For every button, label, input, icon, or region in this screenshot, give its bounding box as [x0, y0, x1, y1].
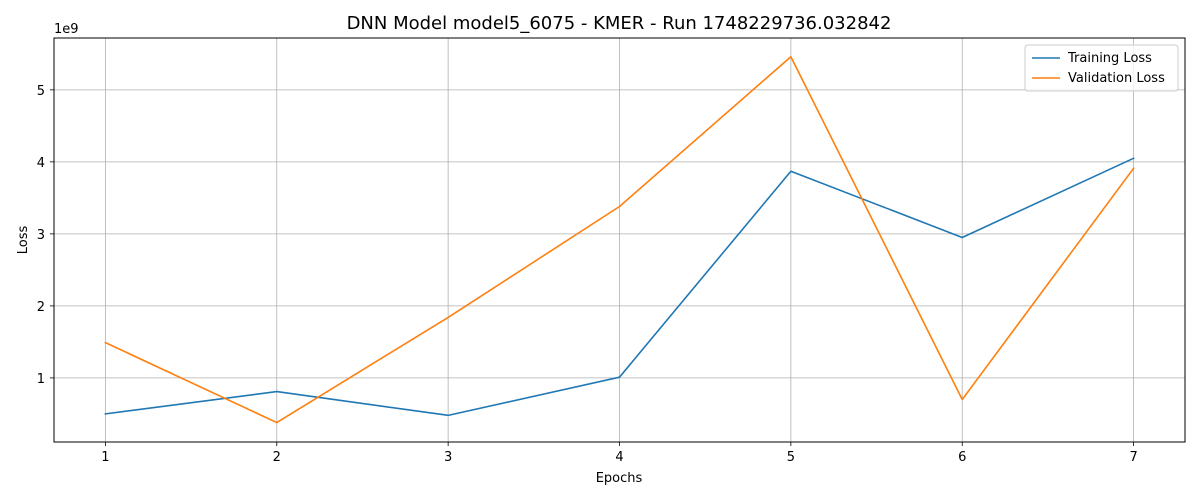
x-axis-ticks: 1 2 3 4 5 6 7 — [101, 442, 1138, 465]
series-lines — [104, 55, 1135, 424]
x-axis-label: Epochs — [596, 471, 643, 486]
x-tick-label: 7 — [1129, 450, 1137, 465]
legend: Training Loss Validation Loss — [1024, 44, 1179, 92]
legend-label-training: Training Loss — [1067, 51, 1152, 66]
y-axis-ticks: 1 2 3 4 5 — [37, 84, 54, 387]
y-tick-label: 2 — [37, 300, 45, 315]
chart-title: DNN Model model5_6075 - KMER - Run 17482… — [347, 13, 892, 34]
x-tick-label: 5 — [787, 450, 795, 465]
grid-lines — [54, 38, 1185, 442]
legend-box — [1024, 44, 1179, 92]
x-tick-label: 6 — [958, 450, 966, 465]
y-axis-label: Loss — [16, 226, 31, 255]
training-loss-line — [104, 157, 1135, 417]
validation-loss-line — [104, 55, 1135, 424]
y-multiplier-label: 1e9 — [54, 22, 79, 37]
x-tick-label: 4 — [615, 450, 623, 465]
x-tick-label: 1 — [101, 450, 109, 465]
y-tick-label: 5 — [37, 84, 45, 99]
x-tick-label: 3 — [444, 450, 452, 465]
y-tick-label: 4 — [37, 156, 45, 171]
y-tick-label: 1 — [37, 372, 45, 387]
legend-label-validation: Validation Loss — [1068, 71, 1165, 86]
x-tick-label: 2 — [273, 450, 281, 465]
y-tick-label: 3 — [37, 228, 45, 243]
